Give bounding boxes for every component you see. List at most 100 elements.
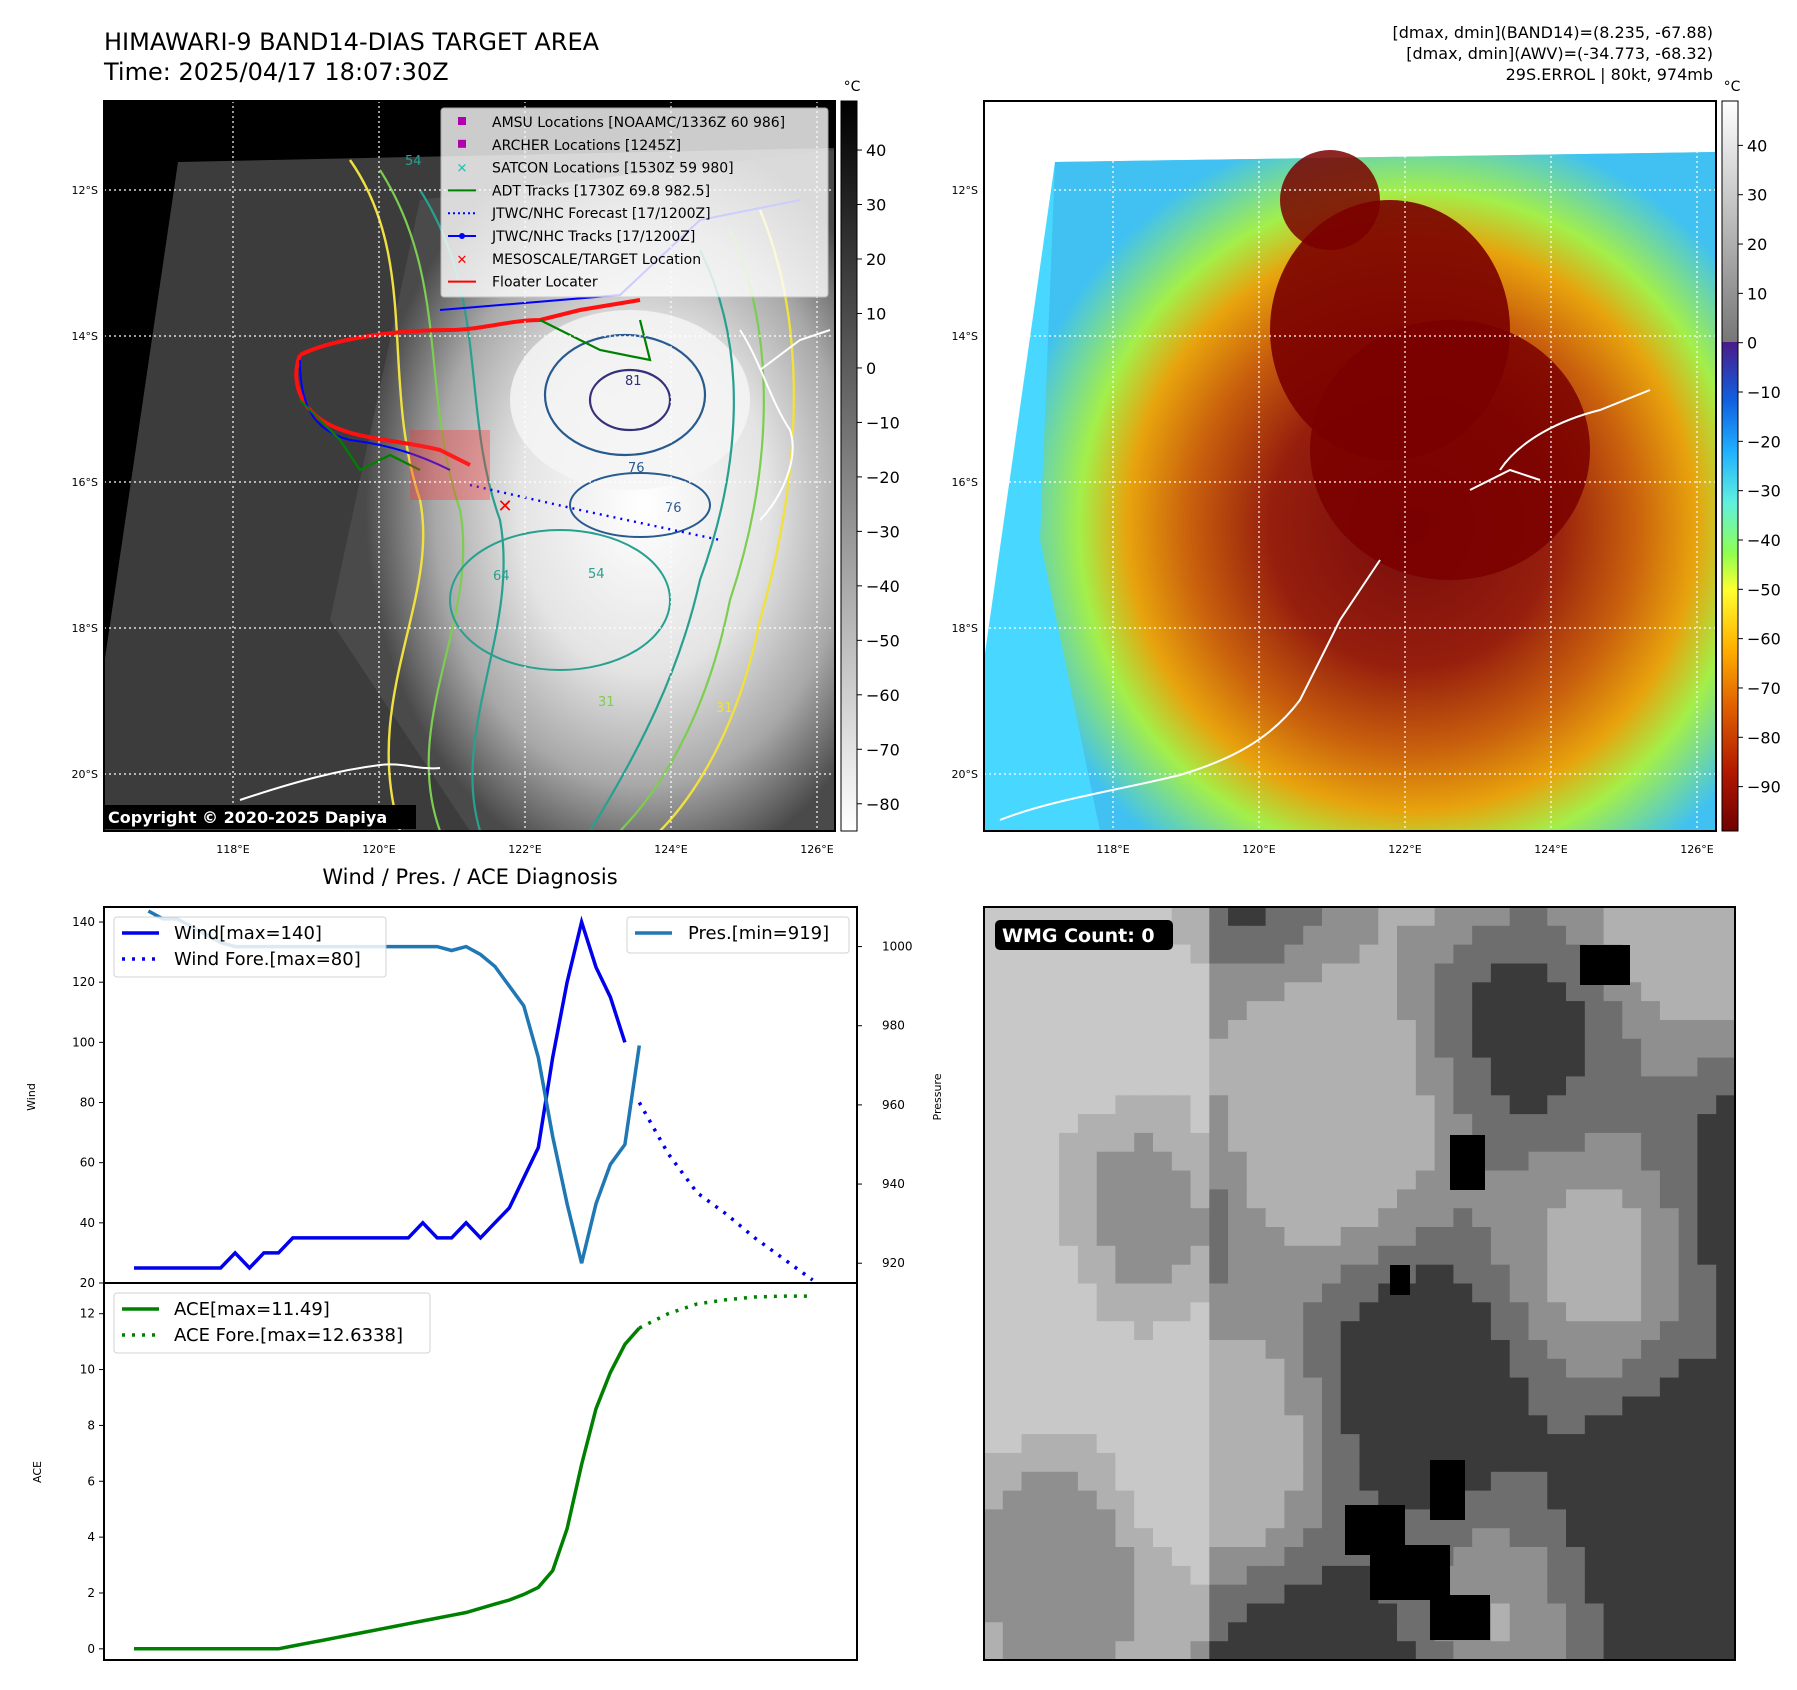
wmg-cell	[1566, 1132, 1586, 1153]
wmg-cell	[1678, 1396, 1699, 1416]
wmg-cell	[1340, 1151, 1361, 1172]
wmg-cell	[1059, 1170, 1079, 1190]
wmg-cell	[1265, 1377, 1285, 1397]
wmg-cell	[1509, 1490, 1530, 1510]
wmg-cell	[1472, 1001, 1492, 1021]
wmg-cell	[1547, 1509, 1567, 1529]
wmg-cell	[1021, 1471, 1041, 1492]
wmg-cell	[1622, 1377, 1642, 1397]
wmg-cell	[1659, 1396, 1680, 1416]
wmg-cell	[1284, 1095, 1304, 1115]
wmg-cell	[1678, 944, 1699, 964]
wmg-cell	[1397, 1095, 1417, 1115]
contour-label-8: 31	[716, 701, 733, 716]
wmg-cell	[1171, 1057, 1192, 1077]
colorbar-tick-label: −50	[1747, 580, 1781, 599]
wmg-cell	[1190, 1547, 1210, 1567]
wmg-cell	[1359, 1340, 1379, 1360]
wmg-cell	[1397, 925, 1417, 946]
wmg-cell	[1641, 1283, 1661, 1303]
wmg-cell	[1153, 1415, 1173, 1435]
wmg-cell	[1509, 1603, 1530, 1623]
wmg-cell	[1322, 1227, 1342, 1247]
wmg-cell	[1340, 1095, 1361, 1115]
wmg-cell	[1190, 1434, 1210, 1454]
wmg-cell	[1528, 1358, 1548, 1379]
wmg-cell	[1134, 1377, 1154, 1397]
wmg-cell	[1584, 1396, 1605, 1416]
wmg-cell	[1190, 1057, 1210, 1077]
wmg-cell	[1077, 1415, 1098, 1435]
wmg-cell	[1659, 1114, 1680, 1134]
wmg-cell	[1716, 1132, 1736, 1153]
wmg-cell	[1659, 1490, 1680, 1510]
wmg-cell	[1641, 925, 1661, 946]
wmg-cell	[1359, 1245, 1379, 1266]
wmg-cell	[1171, 1095, 1192, 1115]
wmg-cell	[1678, 925, 1699, 946]
wmg-cell	[1490, 1151, 1511, 1172]
wmg-cell	[1453, 1020, 1473, 1040]
wmg-cell	[1472, 982, 1492, 1002]
wmg-cell	[1697, 1283, 1717, 1303]
wmg-cell	[1021, 1264, 1041, 1285]
wmg-cell	[1303, 1020, 1323, 1040]
wmg-cell	[1115, 1151, 1135, 1172]
ace-ytick-label: 10	[80, 1363, 95, 1377]
wmg-cell	[1171, 1509, 1192, 1529]
wmg-cell	[1397, 1132, 1417, 1153]
wmg-cell	[1659, 944, 1680, 964]
wmg-cell	[1622, 1076, 1642, 1096]
wmg-cell	[1246, 1471, 1267, 1492]
wmg-cell	[1566, 1208, 1586, 1228]
wmg-cell	[1040, 1095, 1060, 1115]
wmg-cell	[1040, 1452, 1060, 1473]
wmg-cell	[1284, 1603, 1304, 1623]
wmg-cell	[1059, 1321, 1079, 1341]
wmg-cell	[1322, 1038, 1342, 1059]
wmg-cell	[1002, 1415, 1023, 1435]
wmg-cell	[1622, 1509, 1642, 1529]
wmg-cell	[1322, 1264, 1342, 1285]
wmg-cell	[1322, 1302, 1342, 1322]
wmg-cell	[1659, 1283, 1680, 1303]
wmg-cell	[1284, 1302, 1304, 1322]
wmg-cell	[1228, 982, 1248, 1002]
wmg-cell	[1134, 1151, 1154, 1172]
wmg-cell	[1171, 907, 1192, 927]
wind-ytick-label: 40	[80, 1216, 95, 1230]
wmg-cell	[1040, 982, 1060, 1002]
wmg-cell	[1603, 1076, 1623, 1096]
wmg-cell	[1153, 1208, 1173, 1228]
wmg-cell	[1059, 982, 1079, 1002]
wmg-cell	[1622, 1565, 1642, 1586]
wmg-cell	[1678, 1114, 1699, 1134]
wmg-cell	[1359, 1020, 1379, 1040]
wmg-cell	[1115, 1528, 1135, 1548]
wmg-cell	[1622, 1038, 1642, 1059]
wmg-cell	[1434, 925, 1454, 946]
wmg-cell	[1303, 1057, 1323, 1077]
wmg-cell	[1716, 1189, 1736, 1209]
wmg-cell	[1716, 907, 1736, 927]
wmg-cell	[984, 1452, 1004, 1473]
wmg-cell	[1040, 1076, 1060, 1096]
lat-label: 14°S	[952, 330, 978, 343]
wmg-cell	[1434, 1340, 1454, 1360]
wmg-cell	[1528, 1396, 1548, 1416]
wmg-cell	[1303, 1189, 1323, 1209]
wmg-cell	[1490, 1038, 1511, 1059]
wind-ytick-label: 20	[80, 1276, 95, 1290]
wmg-cell	[1490, 1283, 1511, 1303]
wmg-cell	[1322, 1208, 1342, 1228]
wmg-cell	[1134, 1641, 1154, 1661]
wmg-cell	[1340, 1641, 1361, 1661]
wmg-cell	[1021, 1528, 1041, 1548]
wmg-cell	[1002, 1151, 1023, 1172]
wmg-cell	[1603, 1114, 1623, 1134]
wmg-cell	[1528, 1490, 1548, 1510]
wmg-cell	[1359, 1038, 1379, 1059]
wmg-cell	[1566, 1528, 1586, 1548]
